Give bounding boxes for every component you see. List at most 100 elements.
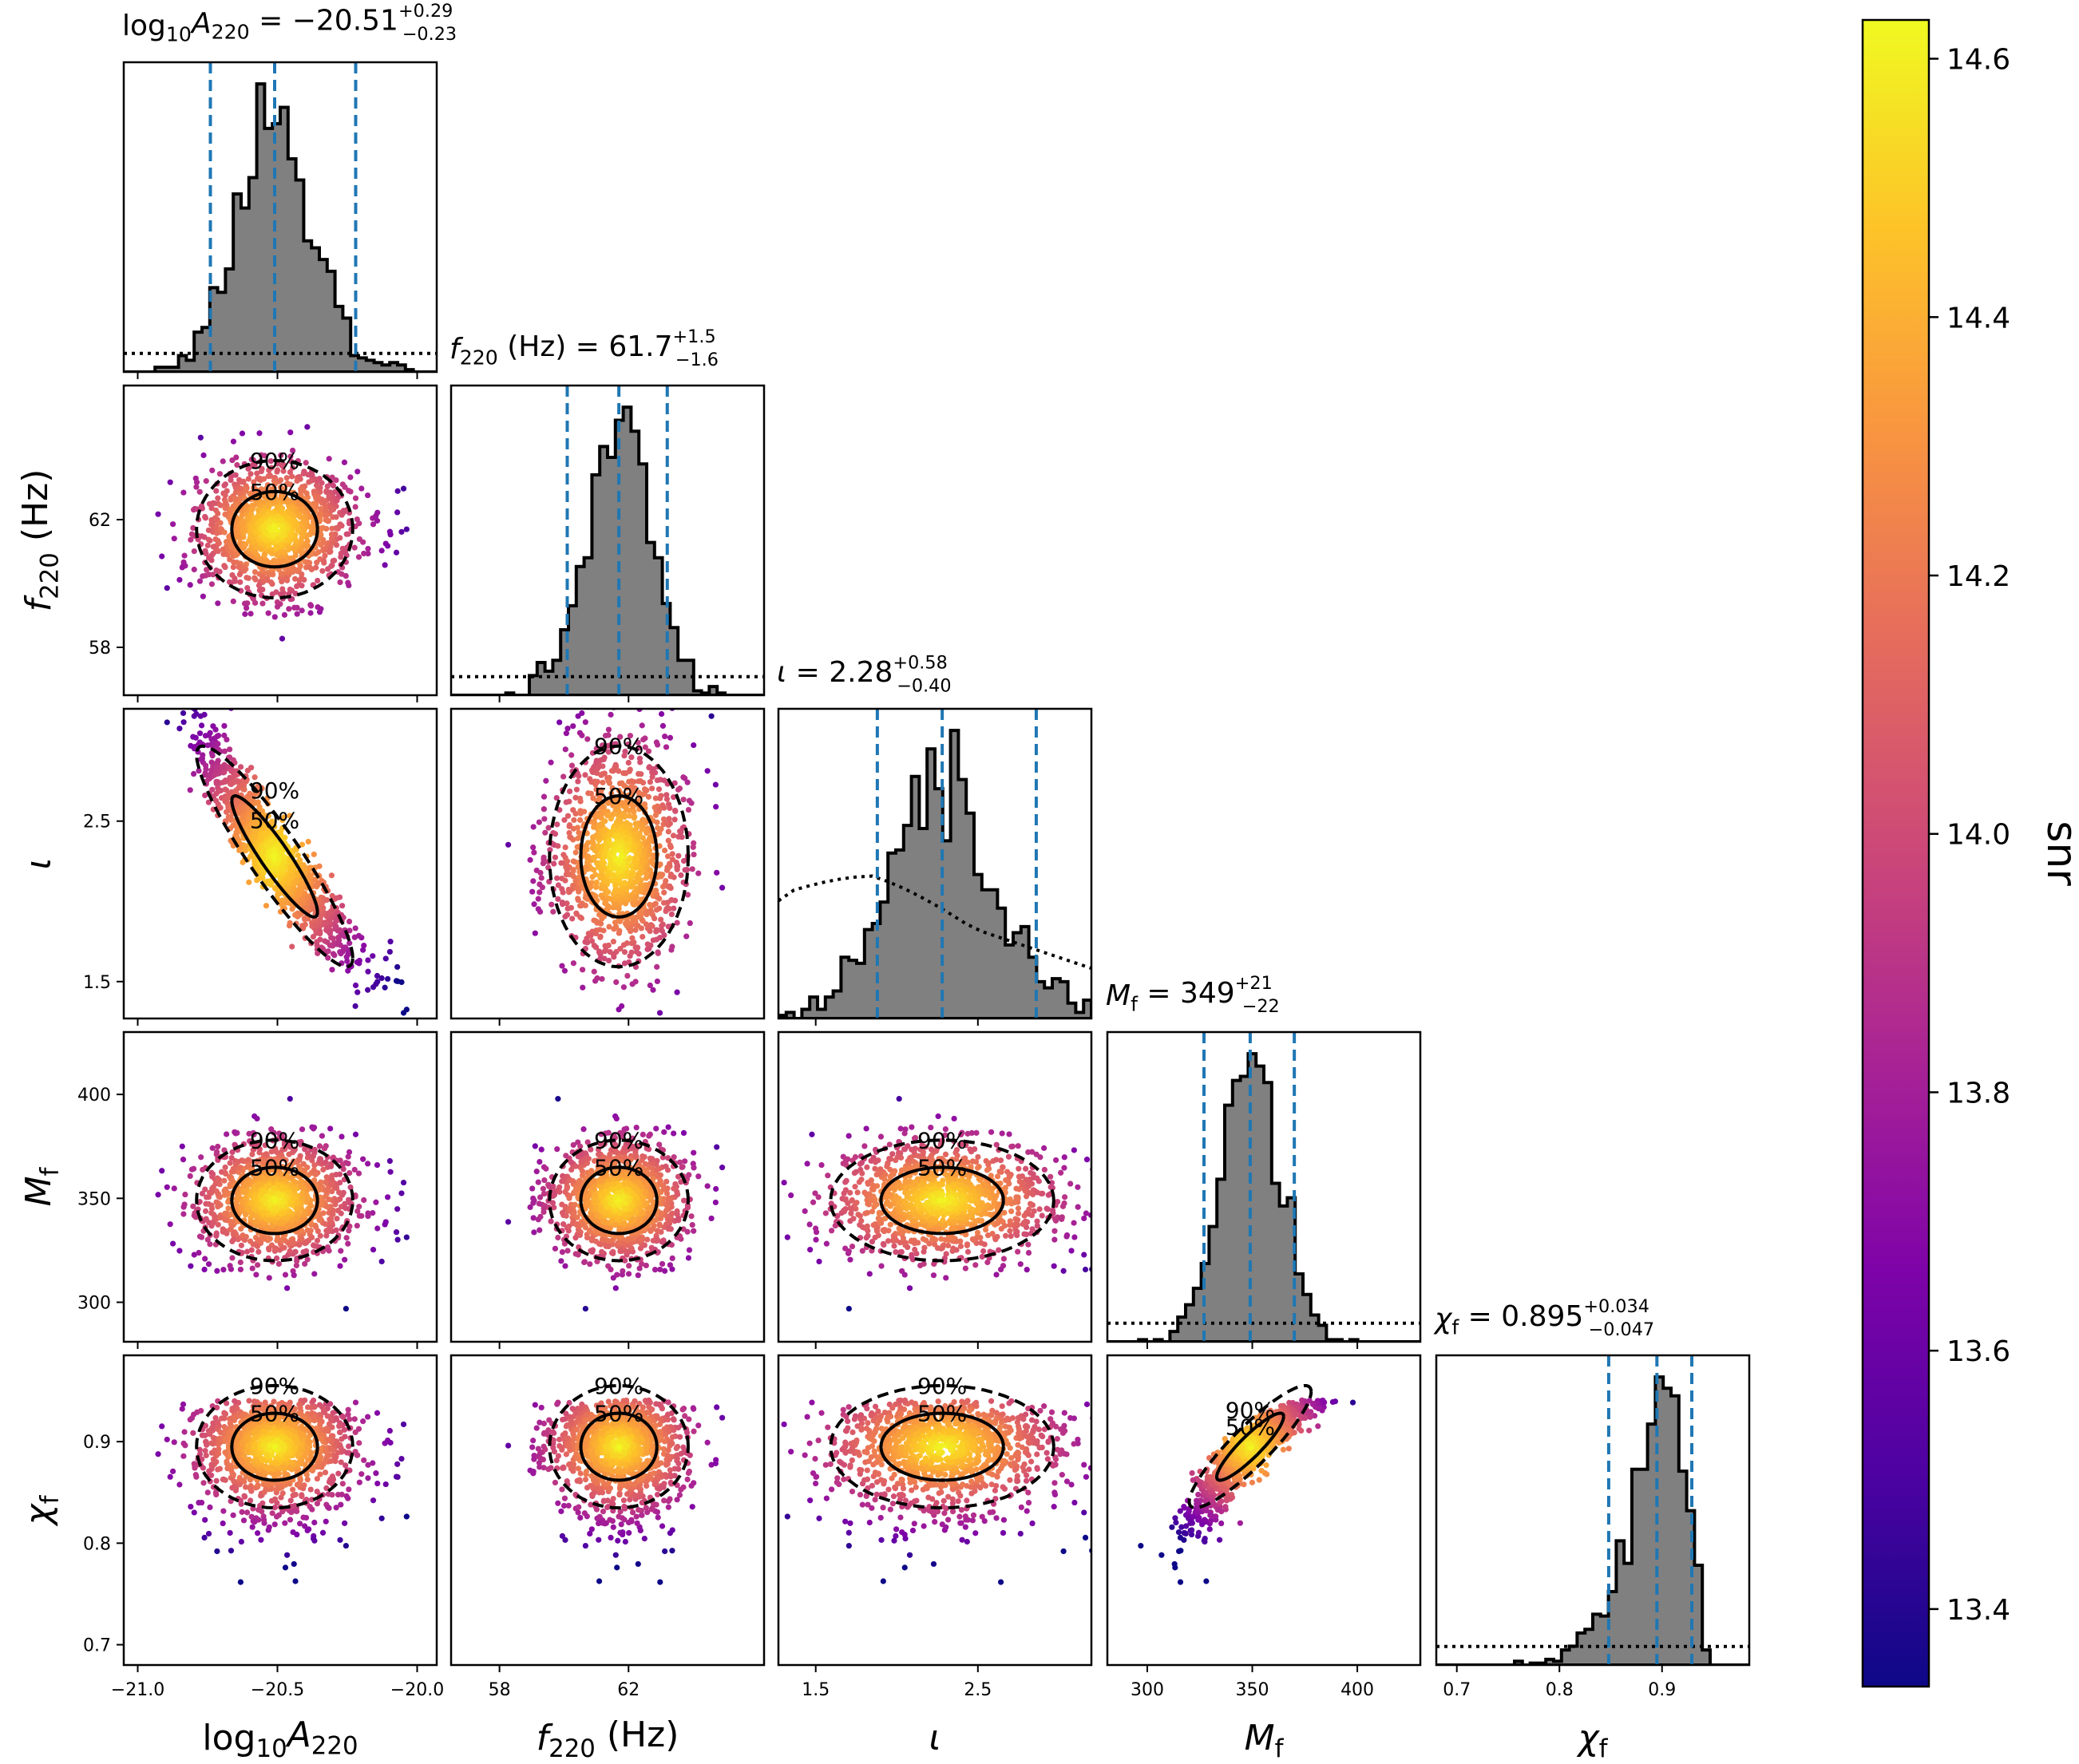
sample-point <box>658 710 665 718</box>
sample-point <box>308 603 315 609</box>
sample-point <box>575 835 581 842</box>
sample-point <box>208 505 215 512</box>
sample-point <box>220 1267 227 1273</box>
sample-point <box>299 583 305 589</box>
sample-point <box>643 875 649 881</box>
sample-point <box>684 892 691 898</box>
panel-body: 50%90% <box>155 424 410 642</box>
sample-point <box>621 697 627 702</box>
sample-point <box>338 1248 344 1254</box>
sample-point <box>256 430 263 437</box>
sample-point <box>650 860 656 868</box>
sample-point <box>260 825 267 831</box>
sample-point <box>279 493 285 500</box>
sample-point <box>642 744 648 750</box>
sample-point <box>555 896 561 902</box>
sample-point <box>579 967 586 973</box>
sample-point <box>352 1131 359 1137</box>
sample-point <box>642 847 648 853</box>
sample-point <box>334 941 340 947</box>
sample-point <box>635 873 641 880</box>
sample-point <box>346 1228 352 1234</box>
sample-point <box>176 576 183 583</box>
sample-point <box>259 586 266 593</box>
sample-point <box>262 1142 268 1149</box>
sample-point <box>354 1208 361 1214</box>
sample-point <box>265 856 271 864</box>
sample-point <box>650 937 656 943</box>
sample-point <box>652 795 659 801</box>
sample-point <box>604 813 611 819</box>
sample-point <box>251 485 257 491</box>
sample-point <box>265 511 271 517</box>
sample-point <box>239 430 246 437</box>
panel-frame <box>122 61 438 374</box>
sample-point <box>300 470 307 477</box>
sample-point <box>197 713 204 719</box>
sample-point <box>281 814 287 821</box>
sample-point <box>559 901 566 908</box>
sample-point <box>292 552 299 559</box>
sample-point <box>323 512 329 519</box>
sample-point <box>365 968 371 975</box>
sample-point <box>346 582 352 589</box>
sample-point <box>576 773 582 779</box>
sample-point <box>331 488 339 495</box>
sample-point <box>576 817 584 823</box>
sample-point <box>245 465 251 472</box>
sample-point <box>254 1159 260 1165</box>
sample-point <box>601 955 608 962</box>
sample-point <box>328 531 335 538</box>
sample-point <box>208 557 215 564</box>
sample-point <box>325 955 331 961</box>
sample-point <box>261 493 267 500</box>
sample-point <box>210 1211 216 1217</box>
sample-point <box>535 906 541 912</box>
sample-point <box>216 568 223 575</box>
panel-title: ι = 2.28+0.58 −0.40 <box>777 652 952 696</box>
sample-point <box>355 932 362 939</box>
sample-point <box>562 844 568 851</box>
sample-point <box>271 614 278 620</box>
sample-point <box>244 605 250 611</box>
sample-point <box>594 975 600 982</box>
sample-point <box>269 551 275 557</box>
sample-point <box>302 1260 308 1268</box>
sample-point <box>333 524 339 532</box>
sample-point <box>300 526 307 532</box>
sample-point <box>249 796 256 802</box>
sample-point <box>299 841 306 848</box>
sample-point <box>360 947 366 953</box>
sample-point <box>294 583 300 590</box>
sample-point <box>279 635 286 642</box>
sample-point <box>294 522 300 528</box>
sample-point <box>675 852 682 859</box>
sample-point <box>321 560 327 566</box>
sample-point <box>319 1133 326 1139</box>
sample-point <box>317 1232 323 1239</box>
sample-point <box>259 508 267 516</box>
panel-title: f220 (Hz) = 61.7+1.5 −1.6 <box>449 326 719 370</box>
sample-point <box>295 852 301 859</box>
sample-point <box>546 879 552 885</box>
sample-point <box>164 719 170 726</box>
sample-point <box>358 1212 365 1219</box>
sample-point <box>318 606 324 612</box>
sample-point <box>238 1242 244 1248</box>
sample-point <box>636 847 643 854</box>
sample-point <box>327 544 334 550</box>
sample-point <box>636 770 642 777</box>
sample-point <box>252 833 259 840</box>
sample-point <box>671 817 678 823</box>
sample-point <box>323 896 331 904</box>
sample-point <box>267 572 273 578</box>
sample-point <box>304 1150 311 1157</box>
sample-point <box>159 553 165 560</box>
sample-point <box>317 511 323 517</box>
sample-point <box>604 843 610 849</box>
prior-line <box>778 874 1091 971</box>
sample-point <box>621 813 628 821</box>
sample-point <box>209 786 216 793</box>
sample-point <box>591 942 597 949</box>
